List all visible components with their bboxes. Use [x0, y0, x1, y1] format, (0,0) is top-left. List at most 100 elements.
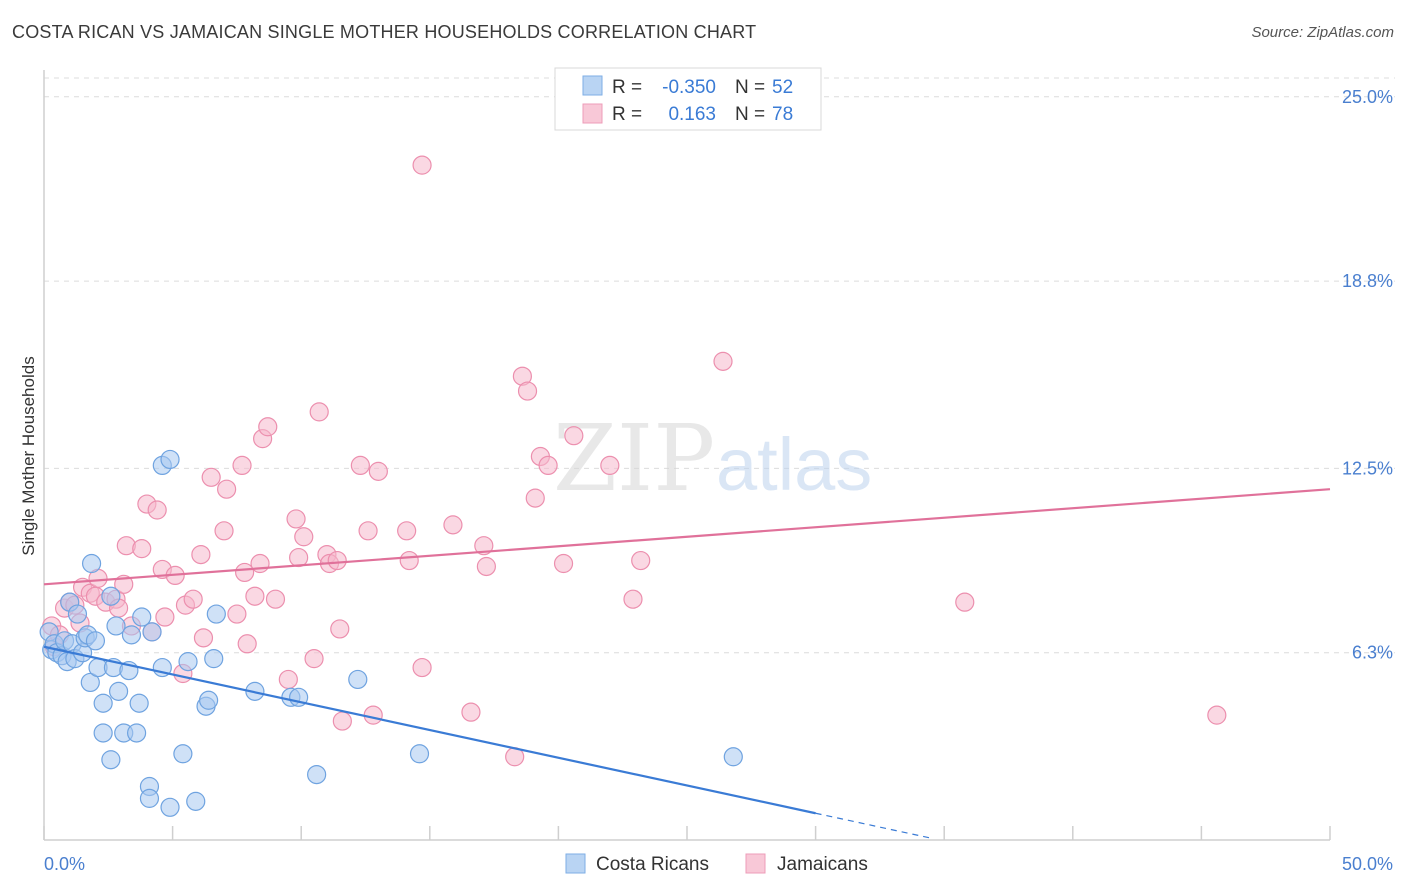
costa-ricans-point [101, 750, 121, 770]
x-tick-label-max: 50.0% [1342, 854, 1393, 874]
correlation-legend: R = -0.350 N = 52 R = 0.163 N = 78 [554, 67, 822, 131]
costa-ricans-trend-line [43, 645, 816, 815]
legend-n-value-1: 52 [772, 77, 793, 98]
jamaicans-point [147, 500, 167, 520]
jamaicans-point [304, 649, 324, 669]
jamaicans-point [286, 509, 306, 529]
trend-lines [43, 488, 1331, 839]
y-axis-label: Single Mother Households [19, 356, 38, 555]
jamaicans-point [289, 547, 309, 568]
bottom-swatch-jamaicans [745, 853, 766, 874]
jamaicans-point [363, 705, 383, 725]
legend-r-label-2: R = [612, 104, 642, 125]
watermark-atlas: atlas [716, 423, 872, 506]
costa-ricans-point [80, 672, 100, 693]
jamaicans-point [258, 417, 278, 437]
costa-ricans-point [106, 616, 126, 636]
legend-n-label-2: N = [735, 104, 765, 125]
costa-ricans-point [160, 797, 180, 817]
costa-ricans-point [204, 649, 224, 669]
costa-ricans-point [348, 669, 368, 690]
costa-ricans-point [160, 449, 180, 470]
jamaicans-point [237, 634, 257, 654]
jamaicans-point [412, 657, 432, 678]
jamaicans-point [443, 515, 463, 535]
costa-ricans-point [67, 604, 88, 624]
jamaicans-point [227, 604, 247, 624]
jamaicans-point [116, 536, 136, 556]
jamaicans-point [155, 607, 175, 627]
jamaicans-point [525, 488, 545, 508]
jamaicans-point [461, 702, 481, 722]
costa-ricans-point [132, 607, 152, 627]
jamaicans-point [631, 550, 651, 571]
jamaicans-point [183, 589, 203, 609]
costa-ricans-point [173, 744, 193, 764]
watermark: ZIP atlas [553, 405, 872, 512]
jamaicans-point [476, 556, 496, 577]
jamaicans-point [538, 455, 558, 476]
jamaicans-point [217, 479, 237, 499]
jamaicans-point [412, 155, 432, 175]
jamaicans-point [232, 455, 252, 476]
axes [43, 70, 1331, 841]
chart-title: COSTA RICAN VS JAMAICAN SINGLE MOTHER HO… [12, 22, 757, 42]
costa-ricans-point [93, 723, 113, 743]
jamaicans-point [955, 592, 975, 612]
legend-n-value-2: 78 [772, 104, 793, 125]
legend-swatch-costa-ricans [582, 75, 603, 96]
legend-r-label-1: R = [612, 77, 642, 98]
legend-r-value-1: -0.350 [662, 77, 716, 98]
jamaicans-point [399, 550, 419, 571]
jamaicans-point [564, 426, 584, 446]
jamaicans-point [553, 553, 574, 574]
costa-ricans-point [129, 693, 149, 713]
jamaicans-point [600, 455, 620, 476]
watermark-zip: ZIP [553, 405, 715, 512]
source-label: Source: ZipAtlas.com [1251, 24, 1394, 41]
jamaicans-point [350, 455, 370, 476]
legend-n-label-1: N = [735, 77, 765, 98]
y-tick-label: 25.0% [1342, 87, 1393, 107]
costa-ricans-point [139, 788, 160, 808]
costa-ricans-point [126, 723, 147, 743]
jamaicans-point [214, 521, 234, 541]
jamaicans-point [193, 628, 214, 648]
tick-labels: 6.3% 12.5% 18.8% 25.0% 0.0% 50.0% [44, 87, 1393, 874]
costa-ricans-point [206, 604, 226, 624]
jamaicans-point [330, 619, 350, 639]
jamaicans-point [201, 467, 221, 487]
bottom-legend-jamaicans: Jamaicans [777, 854, 868, 875]
jamaicans-point [358, 521, 378, 541]
costa-ricans-point [186, 791, 206, 811]
jamaicans-point [397, 521, 417, 541]
jamaicans-point [327, 550, 347, 571]
y-tick-label: 12.5% [1342, 458, 1393, 478]
jamaicans-point [713, 351, 733, 371]
costa-ricans-point [178, 652, 198, 672]
jamaicans-point [623, 589, 643, 609]
bottom-legend-costa-ricans: Costa Ricans [596, 854, 709, 875]
jamaicans-point [265, 589, 286, 609]
costa-ricans-point [199, 690, 219, 710]
costa-ricans-point [108, 681, 129, 701]
jamaicans-point [474, 536, 494, 556]
y-tick-label: 18.8% [1342, 271, 1393, 291]
y-tick-label: 6.3% [1352, 643, 1393, 663]
jamaicans-point [517, 381, 538, 401]
jamaicans-trend-line [43, 488, 1331, 586]
costa-ricans-points [39, 449, 743, 817]
costa-ricans-point [409, 744, 430, 764]
jamaicans-point [132, 539, 152, 559]
costa-ricans-point [307, 764, 327, 785]
costa-ricans-point [81, 553, 102, 574]
jamaicans-point [332, 711, 352, 731]
x-tick-label-min: 0.0% [44, 854, 85, 874]
costa-ricans-point [142, 622, 162, 642]
costa-ricans-point [85, 631, 106, 651]
costa-ricans-point [723, 747, 743, 767]
legend-swatch-jamaicans [582, 103, 603, 124]
costa-ricans-point [121, 625, 142, 645]
jamaicans-point [191, 544, 211, 565]
